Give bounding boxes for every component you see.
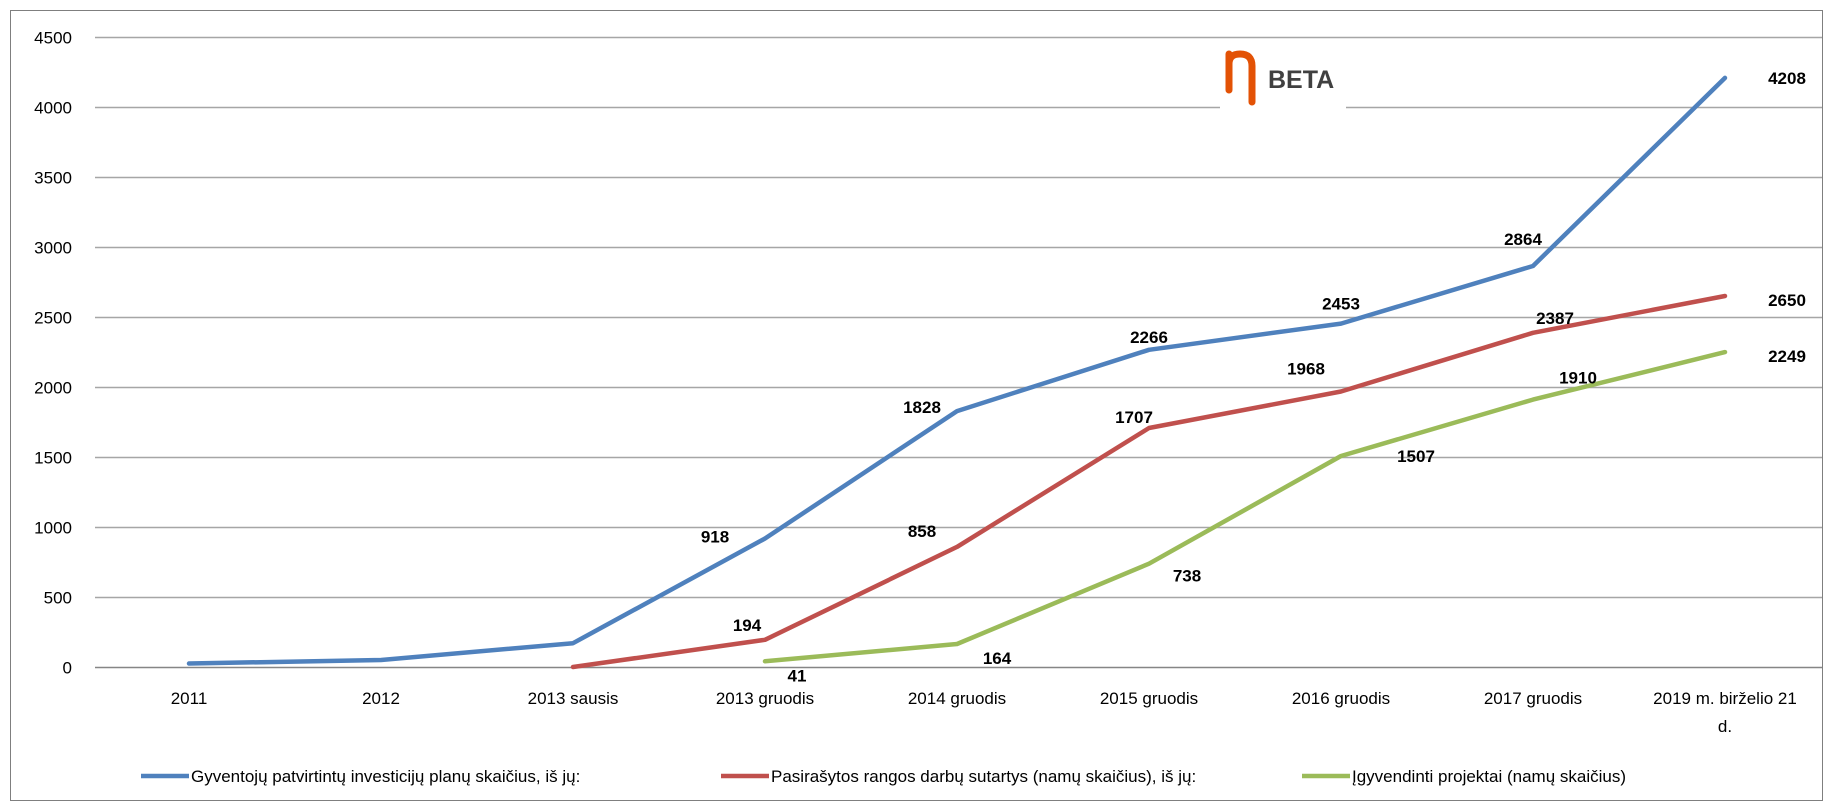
series-lines [186, 75, 1728, 670]
x-tick-label: 2017 gruodis [1484, 689, 1582, 708]
data-label: 194 [733, 616, 762, 635]
data-label: 41 [788, 666, 807, 685]
data-label: 1828 [903, 398, 941, 417]
x-tick-label: 2015 gruodis [1100, 689, 1198, 708]
logo-text: BETA [1268, 66, 1334, 94]
data-label: 4208 [1768, 69, 1806, 88]
data-label: 2650 [1768, 291, 1806, 310]
y-tick-label: 2500 [34, 309, 72, 328]
data-label: 1968 [1287, 359, 1325, 378]
data-label: 2864 [1504, 230, 1542, 249]
data-label: 2249 [1768, 347, 1806, 366]
legend-label: Įgyvendinti projektai (namų skaičius) [1352, 767, 1626, 786]
data-label: 1707 [1115, 408, 1153, 427]
data-label: 918 [701, 527, 729, 546]
y-tick-label: 500 [44, 589, 72, 608]
y-tick-label: 2000 [34, 379, 72, 398]
data-label: 1507 [1397, 447, 1435, 466]
series-line-3 [762, 349, 1728, 664]
x-tick-label: 2013 gruodis [716, 689, 814, 708]
data-label: 2266 [1130, 328, 1168, 347]
x-tick-label: 2016 gruodis [1292, 689, 1390, 708]
x-axis-tick-labels: 2011 2012 2013 sausis 2013 gruodis 2014 gruo… [171, 689, 1797, 736]
data-label: 2453 [1322, 295, 1360, 314]
data-label: 1910 [1559, 369, 1597, 388]
data-label: 858 [908, 522, 936, 541]
y-tick-label: 1500 [34, 449, 72, 468]
y-tick-label: 3000 [34, 239, 72, 258]
x-tick-label: 2012 [362, 689, 400, 708]
y-tick-label: 4500 [34, 29, 72, 48]
data-label: 738 [1173, 567, 1201, 586]
y-tick-label: 4000 [34, 99, 72, 118]
data-label: 2387 [1536, 309, 1574, 328]
gridlines [95, 36, 1822, 669]
y-tick-label: 1000 [34, 519, 72, 538]
series-line-2 [570, 293, 1728, 670]
x-tick-label: 2019 m. birželio 21 d. [1653, 689, 1797, 736]
y-axis-tick-labels: 0 500 1000 1500 2000 2500 3000 3500 4000 4500 [34, 29, 72, 678]
data-labels: 918 1828 2266 2453 2864 4208 194 858 1707 1968 238… [701, 69, 1806, 685]
logo-background [1220, 46, 1346, 116]
eta-icon [1225, 50, 1256, 106]
series-line-1 [186, 75, 1728, 666]
beta-logo: BETA [1220, 46, 1346, 116]
data-label: 164 [983, 649, 1012, 668]
y-tick-label: 0 [63, 659, 72, 678]
legend-item-3: Įgyvendinti projektai (namų skaičius) [1302, 767, 1626, 786]
legend-label: Pasirašytos rangos darbų sutartys (namų … [771, 767, 1196, 786]
x-tick-label: 2013 sausis [528, 689, 619, 708]
legend-item-2: Pasirašytos rangos darbų sutartys (namų … [721, 767, 1196, 786]
legend: Gyventojų patvirtintų investicijų planų … [141, 767, 1626, 786]
y-tick-label: 3500 [34, 169, 72, 188]
x-tick-label: 2011 [171, 689, 208, 708]
legend-item-1: Gyventojų patvirtintų investicijų planų … [141, 767, 580, 786]
legend-label: Gyventojų patvirtintų investicijų planų … [191, 767, 580, 786]
x-tick-label: 2014 gruodis [908, 689, 1006, 708]
